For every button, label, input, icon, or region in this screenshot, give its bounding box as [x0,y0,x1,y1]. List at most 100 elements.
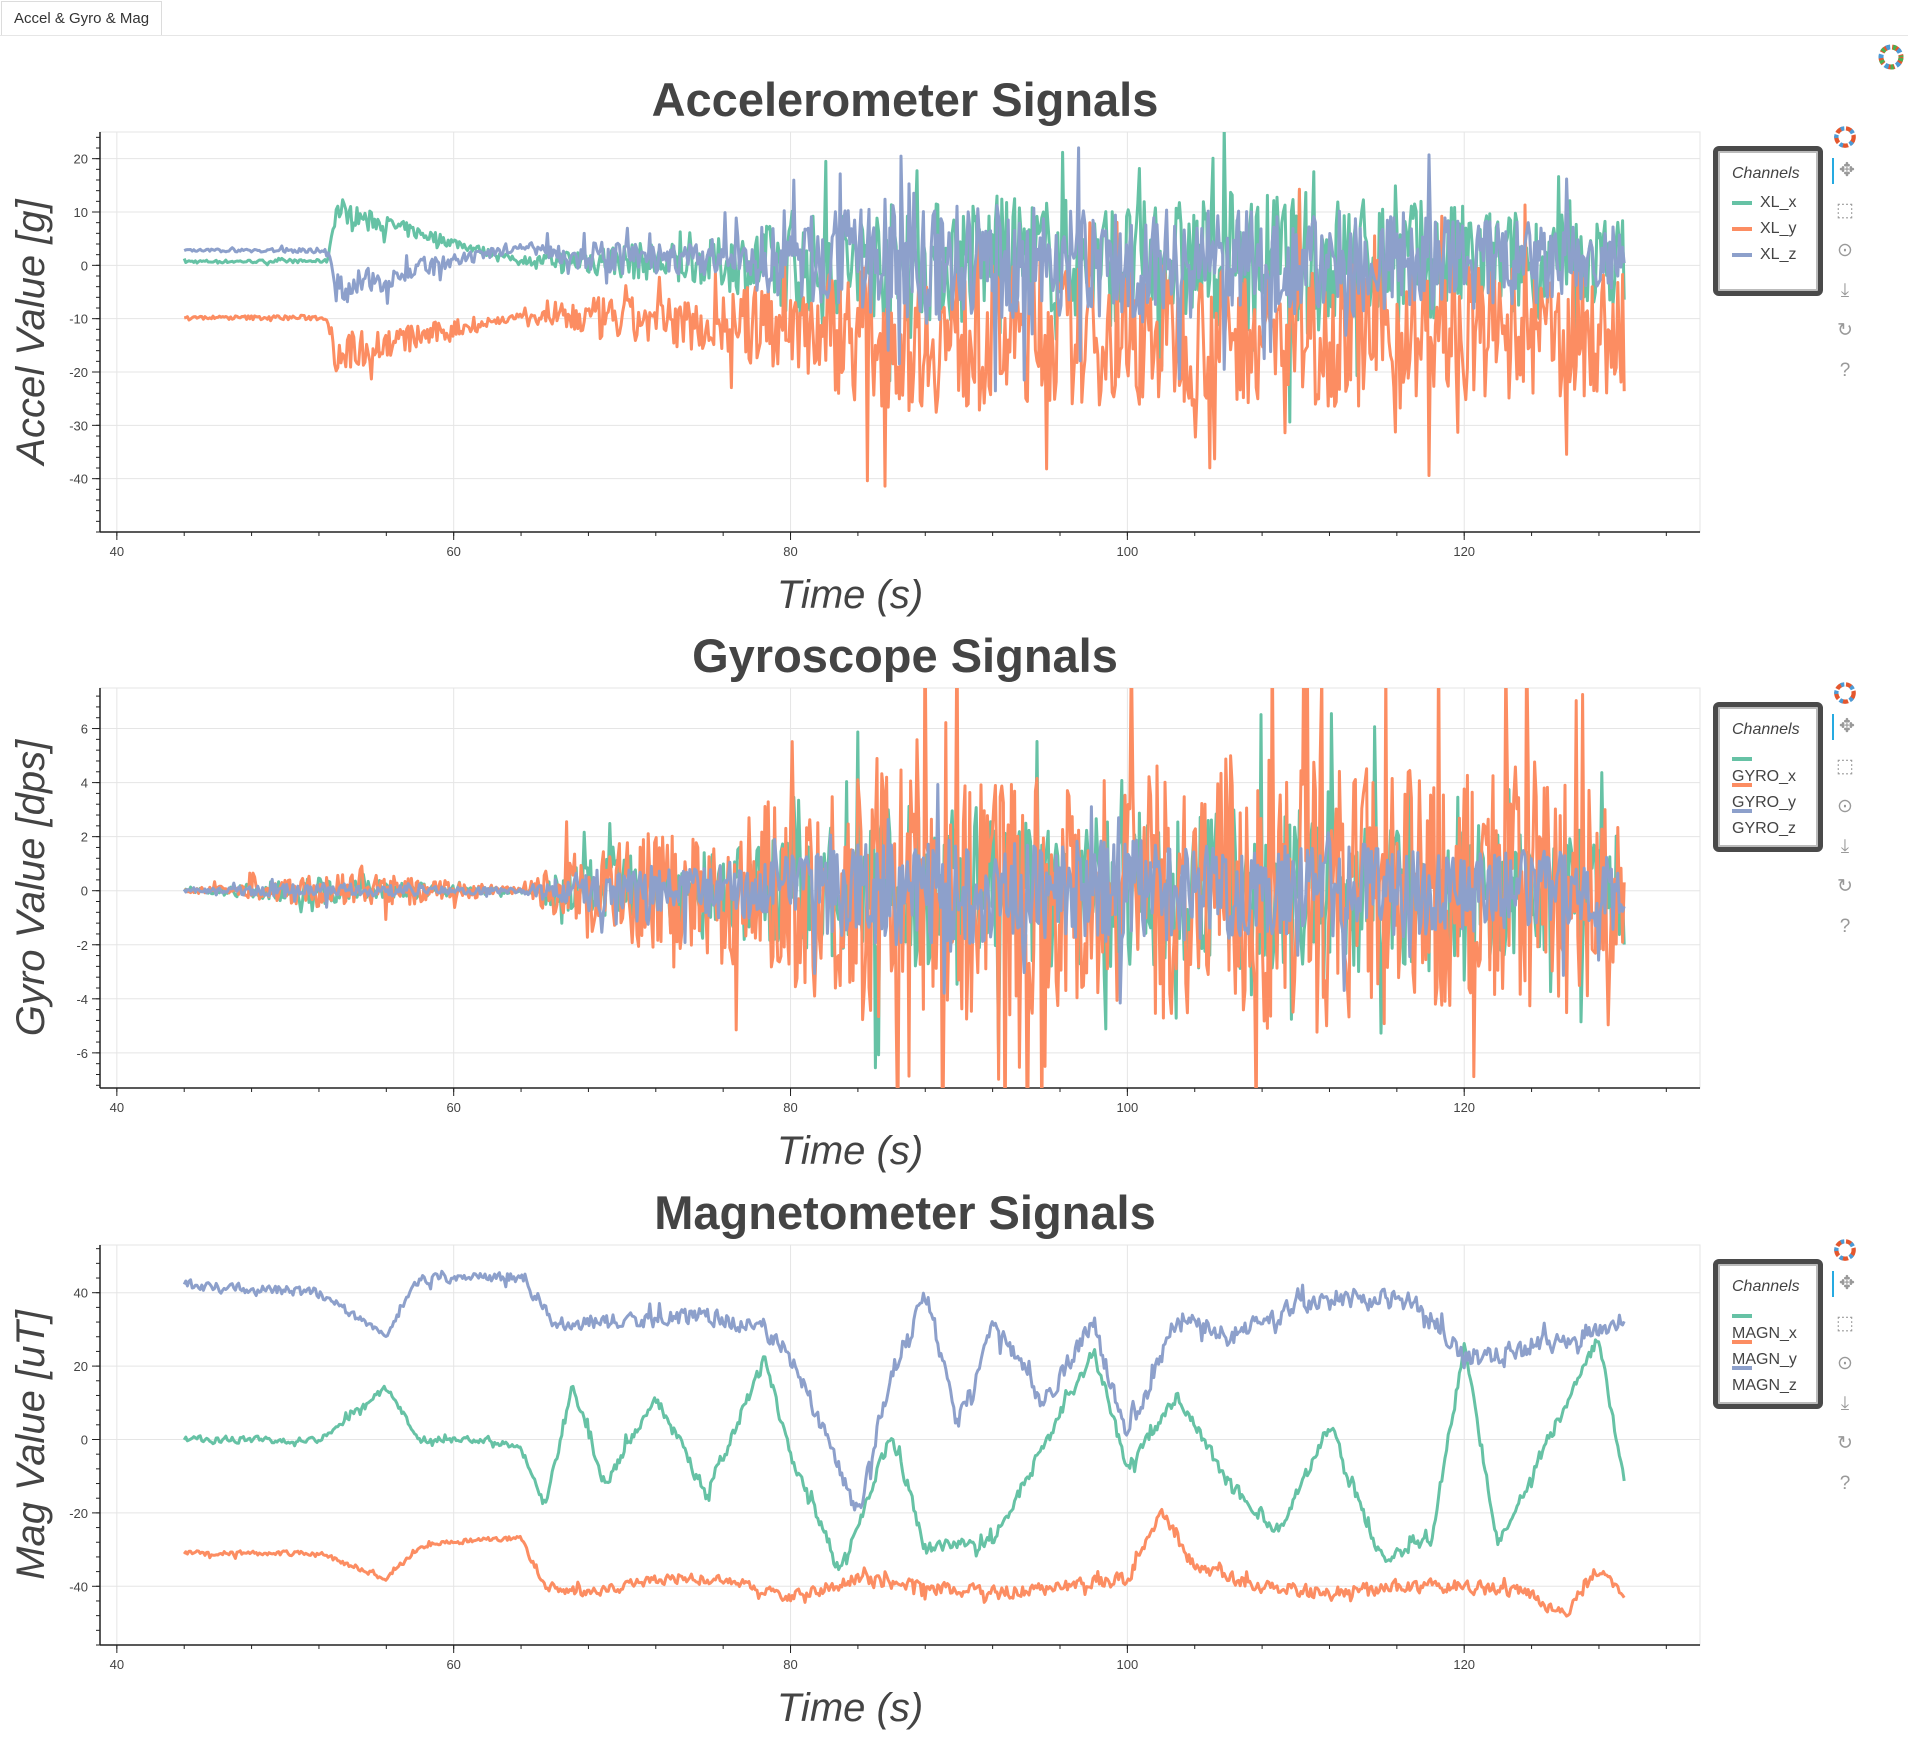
chart-title: Gyroscope Signals [692,629,1118,682]
legend-label: MAGN_y [1732,1351,1797,1368]
bokeh-logo-icon[interactable] [1832,1237,1858,1263]
legend-label: GYRO_x [1732,768,1797,785]
x-tick-label: 60 [446,544,460,559]
y-axis-label: Accel Value [g] [9,198,53,466]
chart-panel-1: Accelerometer Signals 40 60 80 100 120 -40 -30-… [0,72,1908,632]
x-axis-label: Time (s) [777,1686,923,1730]
y-tick-label: -20 [69,365,88,380]
box-zoom-icon[interactable]: ⬚ [1836,200,1854,221]
y-tick-label: 20 [74,152,88,167]
x-axis-label: Time (s) [777,1129,923,1173]
bokeh-logo-icon[interactable] [1832,124,1858,150]
x-tick-label: 80 [783,1657,797,1672]
legend-item-GYRO_y[interactable]: GYRO_y [1732,776,1818,812]
legend-item-XL_z[interactable]: XL_z [1732,246,1796,264]
x-tick-label: 100 [1117,1100,1139,1115]
legend-swatch [1732,200,1752,205]
y-axis-label: Mag Value [uT] [9,1309,53,1580]
y-tick-label: 20 [74,1359,88,1374]
legend-title: Channels [1732,165,1800,182]
legend-swatch [1732,1339,1752,1344]
legend-swatch [1732,252,1752,257]
chart-title: Accelerometer Signals [651,73,1159,126]
chart-panel-2: Gyroscope Signals 40 60 80 100 120 -6 -4 -2 0 2 4 6 T… [0,628,1908,1188]
box-zoom-icon[interactable]: ⬚ [1836,756,1854,777]
legend-swatch [1732,1313,1752,1318]
y-tick-label: 0 [81,884,88,899]
y-tick-label: 10 [74,205,88,220]
legend-item-GYRO_x[interactable]: GYRO_x [1732,750,1818,786]
y-tick-label: -4 [76,992,88,1007]
wheel-zoom-icon[interactable]: ⊙ [1837,240,1853,261]
save-icon[interactable]: ⤓ [1840,280,1850,301]
tab-accel-gyro-mag[interactable]: Accel & Gyro & Mag [1,1,163,35]
legend-label: GYRO_z [1732,820,1797,837]
wheel-zoom-icon[interactable]: ⊙ [1837,796,1853,817]
plot-area[interactable]: 40 60 80 100 120 -6 -4 -2 0 2 4 6 Time (s) Gyro Value… [0,628,1908,1188]
plot-area[interactable]: 40 60 80 100 120 -40 -20 0 20 40 Time (s) Mag Value… [0,1185,1908,1745]
pan-icon[interactable]: ✥ [1832,1271,1860,1297]
y-tick-label: 6 [81,722,88,737]
y-tick-label: -30 [69,418,88,433]
legend-item-GYRO_z[interactable]: GYRO_z [1732,802,1818,838]
series-line-MAGN_x[interactable] [182,1338,1626,1572]
x-tick-label: 40 [110,1100,124,1115]
chart-panel-3: Magnetometer Signals 40 60 80 100 120 -40 -20 0 2… [0,1185,1908,1745]
x-tick-label: 120 [1453,544,1475,559]
reset-icon[interactable]: ↻ [1837,1433,1853,1454]
series-line-MAGN_y[interactable] [182,1508,1626,1618]
y-tick-label: 4 [81,776,88,791]
bokeh-logo-icon[interactable] [1832,680,1858,706]
legend-swatch [1732,226,1752,231]
legend-item-XL_x[interactable]: XL_x [1732,194,1796,212]
pan-icon[interactable]: ✥ [1832,158,1860,184]
x-tick-label: 100 [1117,1657,1139,1672]
legend-item-XL_y[interactable]: XL_y [1732,220,1796,238]
legend-label: XL_z [1760,246,1797,263]
x-tick-label: 40 [110,544,124,559]
legend-swatch [1732,756,1752,761]
x-tick-label: 80 [783,1100,797,1115]
x-tick-label: 60 [446,1100,460,1115]
series-line-MAGN_z[interactable] [182,1269,1626,1512]
y-axis-label: Gyro Value [dps] [9,739,53,1036]
wheel-zoom-icon[interactable]: ⊙ [1837,1353,1853,1374]
reset-icon[interactable]: ↻ [1837,320,1853,341]
x-tick-label: 100 [1117,544,1139,559]
series-line-GYRO_z[interactable] [182,783,1626,1005]
y-tick-label: 0 [81,1432,88,1447]
help-icon[interactable]: ? [1839,360,1851,381]
legend-title: Channels [1732,721,1800,738]
y-tick-label: -40 [69,1579,88,1594]
legend-item-MAGN_y[interactable]: MAGN_y [1732,1333,1818,1369]
x-axis-label: Time (s) [777,573,923,617]
legend-item-MAGN_z[interactable]: MAGN_z [1732,1359,1818,1395]
legend: Channels XL_x XL_y XL_z [1713,146,1823,296]
legend-label: MAGN_x [1732,1325,1797,1342]
y-tick-label: 40 [74,1286,88,1301]
legend: Channels MAGN_x MAGN_y MAGN_z [1713,1259,1823,1409]
bokeh-logo-icon[interactable] [1876,42,1906,72]
box-zoom-icon[interactable]: ⬚ [1836,1313,1854,1334]
legend: Channels GYRO_x GYRO_y GYRO_z [1713,702,1823,852]
legend-label: XL_x [1760,194,1797,211]
series-line-XL_z[interactable] [183,146,1626,393]
y-tick-label: -10 [69,312,88,327]
legend-label: MAGN_z [1732,1377,1797,1394]
legend-swatch [1732,808,1752,813]
legend-label: XL_y [1760,220,1797,237]
legend-title: Channels [1732,1278,1800,1295]
legend-swatch [1732,1365,1752,1370]
y-tick-label: -20 [69,1506,88,1521]
legend-item-MAGN_x[interactable]: MAGN_x [1732,1307,1818,1343]
save-icon[interactable]: ⤓ [1840,1393,1850,1414]
reset-icon[interactable]: ↻ [1837,876,1853,897]
help-icon[interactable]: ? [1839,1473,1851,1494]
pan-icon[interactable]: ✥ [1832,714,1860,740]
save-icon[interactable]: ⤓ [1840,836,1850,857]
y-tick-label: -6 [76,1046,88,1061]
help-icon[interactable]: ? [1839,916,1851,937]
x-tick-label: 60 [446,1657,460,1672]
x-tick-label: 120 [1453,1100,1475,1115]
